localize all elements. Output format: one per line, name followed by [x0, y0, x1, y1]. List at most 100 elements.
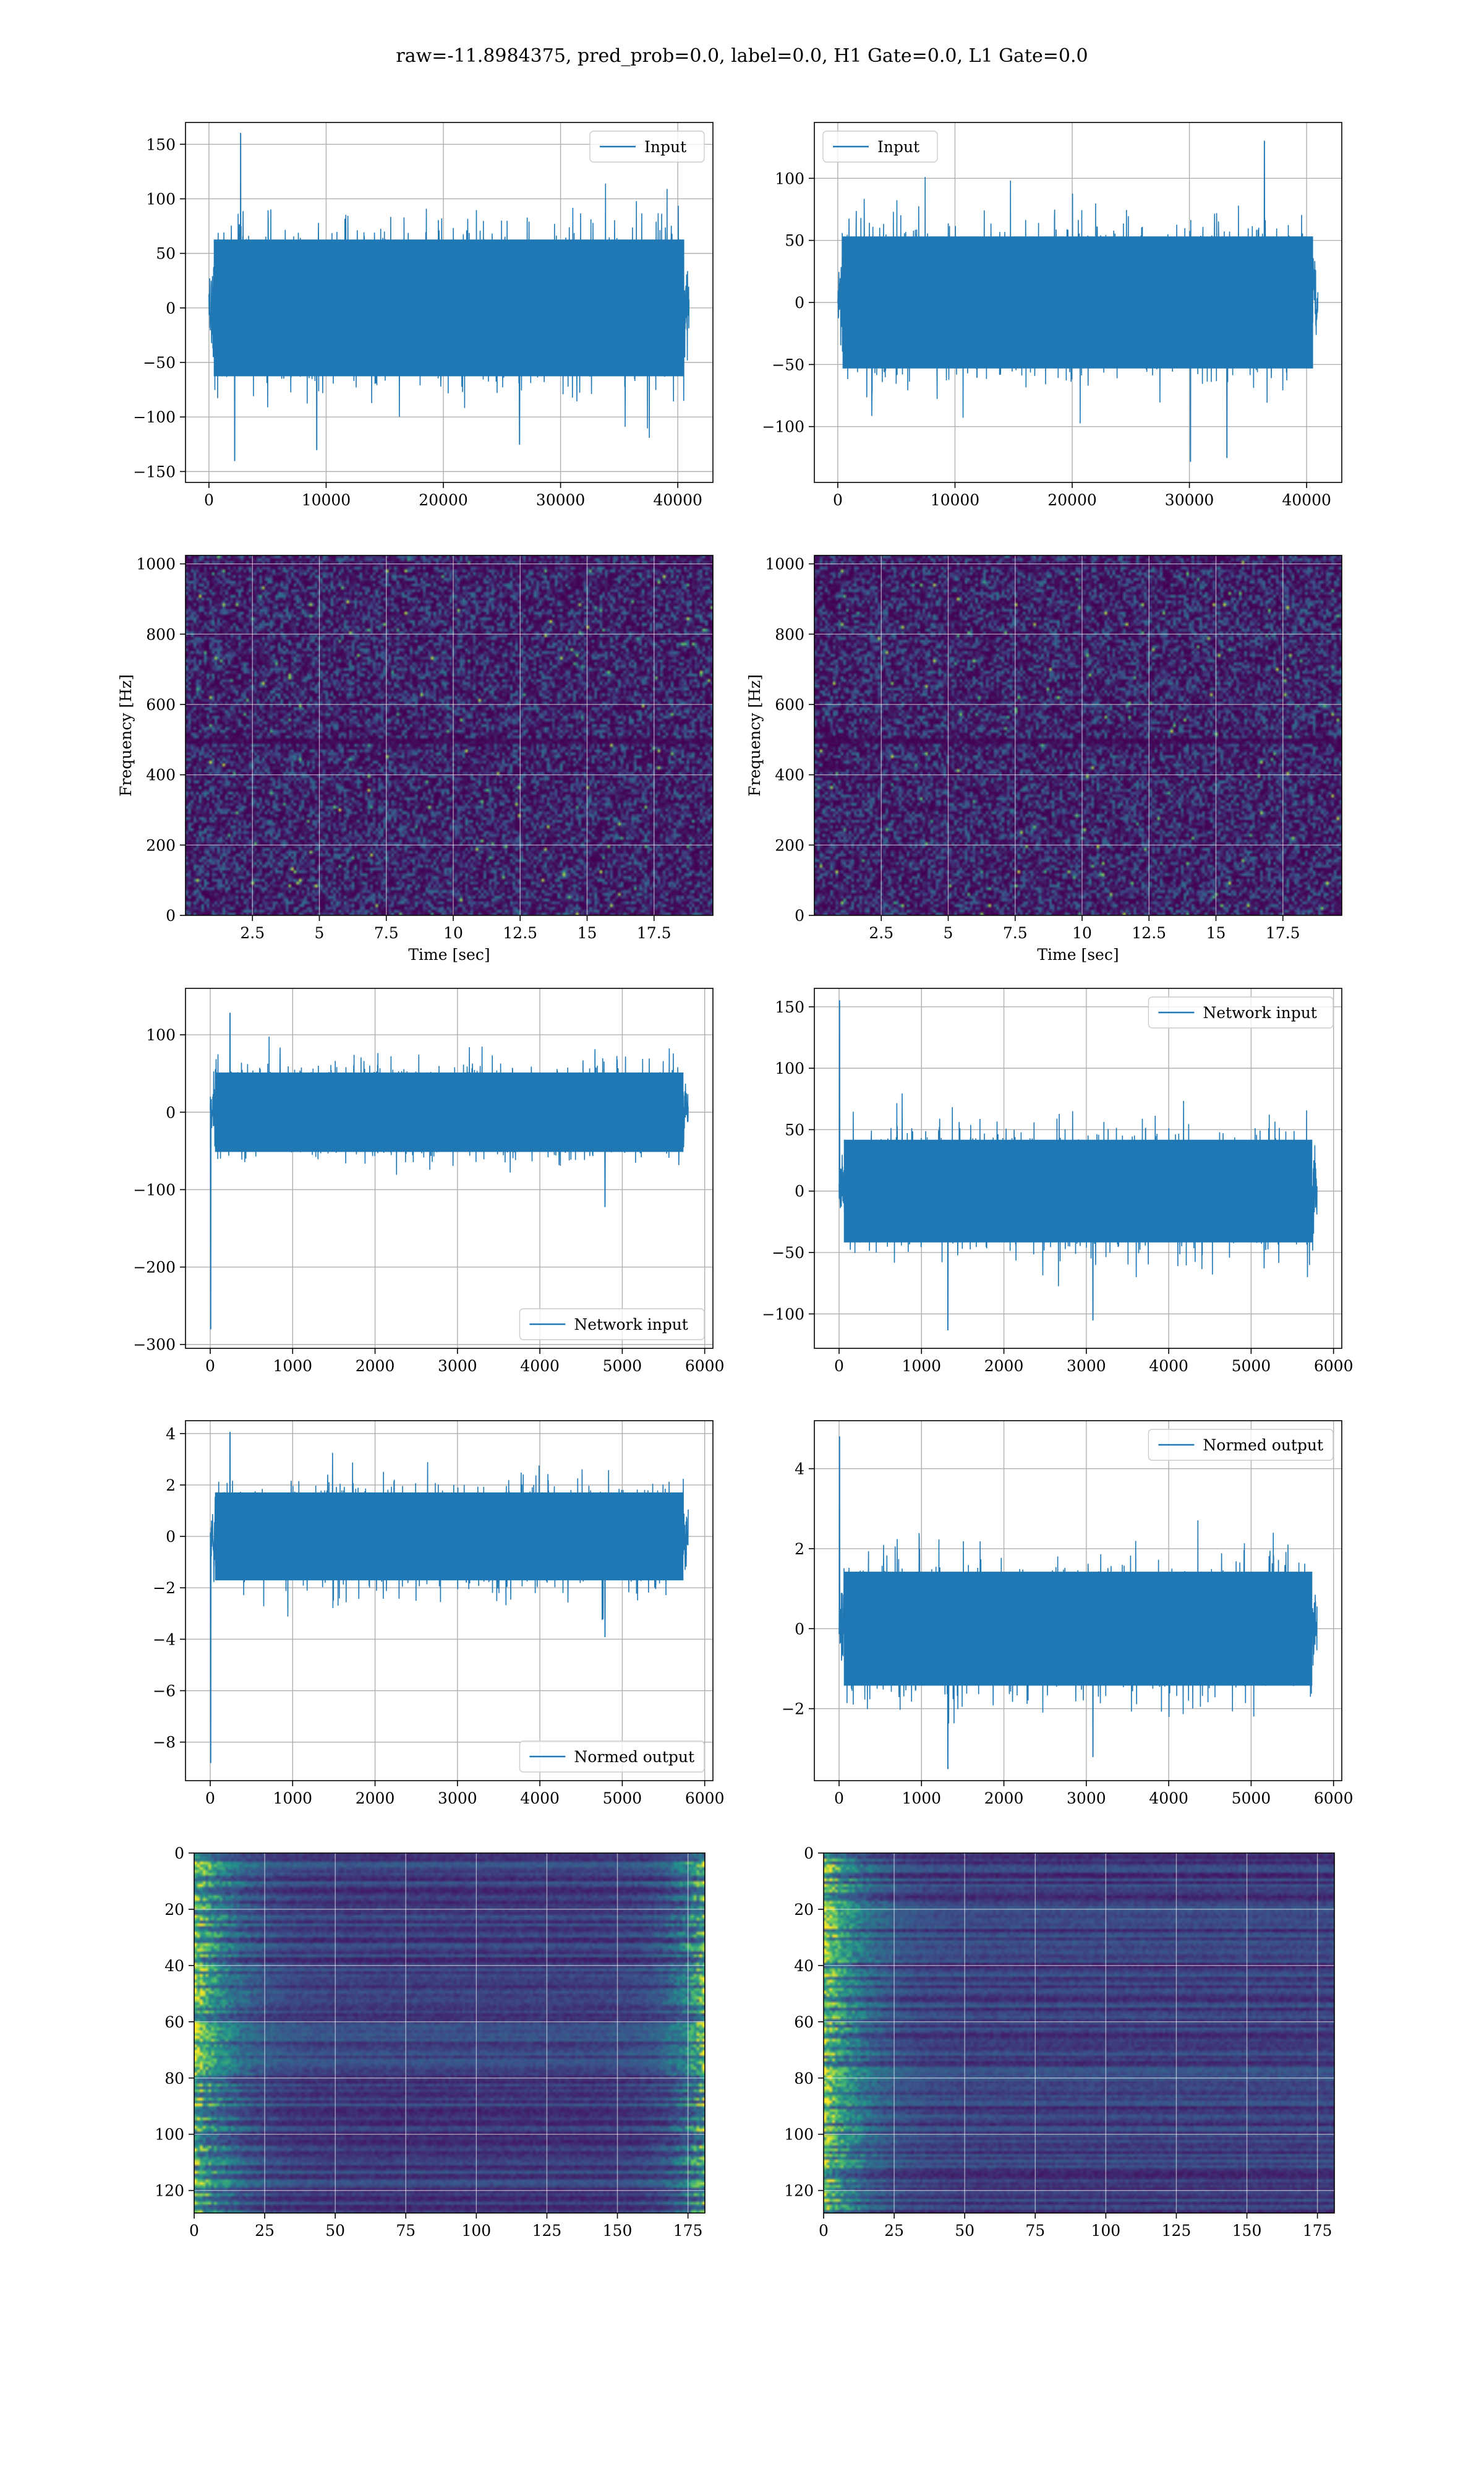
h1-input-ytick-label: 150	[146, 135, 176, 153]
l1-feature-map-xtick-label: 175	[1303, 2222, 1333, 2240]
l1-feature-map-xtick-label: 150	[1232, 2222, 1262, 2240]
l1-input-axes: 0 10000 20000 30000 40000 −100 −50 0 50 100 Input	[762, 122, 1342, 509]
h1-normed-output-legend: Normed output	[519, 1740, 705, 1773]
h1-spectrogram-heatmap-image	[186, 555, 713, 915]
l1-spectrogram-axes: 2.5 5 7.5 10 12.5 15 17.5 0 200 400 600 800 1000 Time…	[746, 555, 1342, 964]
l1-input-legend-box	[822, 131, 938, 163]
l1-normed-output-xtick-label: 1000	[902, 1789, 941, 1807]
h1-network-input-ytick-label: 100	[146, 1026, 176, 1044]
h1-feature-map-ytick-label: 20	[164, 1901, 184, 1919]
h1-feature-map-ytick-label: 120	[155, 2182, 184, 2200]
h1-feature-map-xtick-label: 125	[532, 2222, 562, 2240]
l1-network-input-ytick-label: 50	[785, 1121, 804, 1139]
l1-input-ytick-label: 100	[775, 169, 804, 187]
h1-normed-output-ytick-label: 4	[166, 1425, 176, 1443]
h1-spectrogram-ytick-label: 400	[146, 766, 176, 784]
h1-feature-map-ytick-label: 80	[164, 2070, 184, 2087]
h1-feature-map-ytick-label: 0	[174, 1844, 184, 1862]
h1-normed-output-xtick-label: 1000	[273, 1789, 312, 1807]
h1-input-ytick-label: 100	[146, 190, 176, 208]
h1-input-xtick-label: 20000	[419, 491, 468, 509]
h1-input-axes: 0 10000 20000 30000 40000 −150 −100 −50 0 50 100 15…	[133, 122, 714, 509]
h1-input-legend-box	[589, 131, 705, 163]
h1-network-input-series-body	[215, 1072, 684, 1152]
l1-input-ytick-label: −100	[762, 418, 804, 436]
l1-network-input-ytick-label: −100	[762, 1305, 804, 1323]
l1-normed-output-ytick-label: 0	[795, 1620, 804, 1638]
l1-normed-output-xtick-label: 3000	[1067, 1789, 1106, 1807]
h1-feature-map-xtick-label: 175	[673, 2222, 703, 2240]
h1-feature-map-axes: 0 25 50 75 100 125 150 175 0 20 40 60 80 100 120	[155, 1844, 706, 2240]
l1-input-xtick-label: 40000	[1282, 491, 1331, 509]
l1-normed-output-ytick-label: 4	[795, 1460, 804, 1478]
h1-normed-output-axes: 0 1000 2000 3000 4000 5000 6000 −8 −6 −4 −2 0 2 4 Norm…	[153, 1420, 724, 1807]
l1-feature-map-frame	[823, 1852, 1335, 2214]
h1-input-ytick-label: −50	[143, 354, 176, 372]
l1-spectrogram-ytick-label: 800	[775, 625, 804, 643]
h1-feature-map-frame	[194, 1852, 706, 2214]
h1-input-xtick-label: 30000	[536, 491, 586, 509]
l1-network-input-xtick-label: 5000	[1232, 1357, 1271, 1375]
h1-input-xtick-label: 0	[204, 491, 214, 509]
l1-network-input-ytick-label: 100	[775, 1059, 804, 1077]
l1-input-series-body	[842, 236, 1313, 369]
l1-normed-output-xtick-label: 0	[834, 1789, 844, 1807]
h1-spectrogram-xtick-label: 2.5	[240, 924, 265, 942]
l1-network-input-series-body	[843, 1139, 1313, 1243]
l1-feature-map-xtick-label: 100	[1091, 2222, 1120, 2240]
l1-input-ytick-label: 50	[785, 232, 804, 250]
h1-spectrogram-ytick-label: 800	[146, 625, 176, 643]
h1-normed-output-series-body	[215, 1492, 684, 1581]
h1-network-input-axes: 0 1000 2000 3000 4000 5000 6000 −300 −200 −100 0 10…	[133, 988, 724, 1375]
h1-input-ytick-label: −100	[133, 408, 176, 426]
h1-feature-map-xtick-label: 150	[603, 2222, 633, 2240]
h1-network-input-xtick-label: 4000	[520, 1357, 560, 1375]
l1-feature-map-xtick-label: 125	[1162, 2222, 1192, 2240]
h1-network-input-ytick-label: 0	[166, 1103, 176, 1121]
h1-network-input-ytick-label: −300	[133, 1336, 176, 1354]
l1-spectrogram-xtick-label: 2.5	[869, 924, 893, 942]
h1-normed-output-legend-box	[519, 1740, 705, 1773]
l1-feature-map-ytick-label: 120	[784, 2182, 814, 2200]
l1-input-xtick-label: 0	[833, 491, 843, 509]
l1-network-input-xtick-label: 2000	[984, 1357, 1024, 1375]
l1-normed-output-xtick-label: 4000	[1149, 1789, 1188, 1807]
h1-network-input-xtick-label: 1000	[273, 1357, 312, 1375]
h1-feature-map-ytick-label: 100	[155, 2126, 184, 2144]
l1-normed-output-ytick-label: −2	[782, 1700, 804, 1718]
h1-feature-map-xtick-label: 75	[396, 2222, 416, 2240]
h1-spectrogram-ytick-label: 0	[166, 907, 176, 925]
l1-input-legend-label: Input	[877, 138, 919, 156]
l1-network-input-ytick-label: 150	[775, 998, 804, 1016]
h1-network-input-legend-label: Network input	[574, 1316, 688, 1333]
l1-network-input-legend: Network input	[1148, 996, 1334, 1029]
l1-feature-map-xtick-label: 75	[1025, 2222, 1045, 2240]
l1-network-input-legend-box	[1148, 996, 1334, 1029]
h1-input-frame	[185, 122, 714, 483]
l1-feature-map-ytick-label: 20	[794, 1901, 814, 1919]
h1-normed-output-legend-label: Normed output	[574, 1748, 694, 1766]
l1-feature-map-xtick-label: 50	[955, 2222, 974, 2240]
h1-network-input-legend-box	[519, 1308, 705, 1340]
h1-feature-map-xtick-label: 50	[325, 2222, 345, 2240]
h1-feature-map-ytick-label: 40	[164, 1957, 184, 1975]
l1-normed-output-xtick-label: 5000	[1232, 1789, 1271, 1807]
h1-feature-map-xtick-label: 25	[255, 2222, 275, 2240]
l1-network-input-xtick-label: 1000	[902, 1357, 941, 1375]
l1-spectrogram-xlabel: Time [sec]	[1037, 946, 1119, 964]
l1-network-input-legend-label: Network input	[1203, 1004, 1316, 1022]
h1-normed-output-ytick-label: −8	[153, 1734, 176, 1752]
h1-network-input-xtick-label: 6000	[685, 1357, 725, 1375]
l1-spectrogram-xtick-label: 15	[1206, 924, 1226, 942]
l1-feature-map-ytick-label: 0	[804, 1844, 814, 1862]
l1-input-frame	[814, 122, 1342, 483]
h1-normed-output-xtick-label: 2000	[356, 1789, 395, 1807]
l1-network-input-ytick-label: −50	[772, 1244, 804, 1262]
l1-input-legend: Input	[822, 131, 938, 163]
h1-feature-map-heatmap-image	[194, 1853, 705, 2213]
h1-normed-output-xtick-label: 5000	[603, 1789, 642, 1807]
h1-feature-map-xtick-label: 100	[461, 2222, 491, 2240]
l1-spectrogram-xtick-label: 7.5	[1003, 924, 1028, 942]
l1-spectrogram-ytick-label: 200	[775, 836, 804, 854]
h1-network-input-xtick-label: 0	[205, 1357, 215, 1375]
